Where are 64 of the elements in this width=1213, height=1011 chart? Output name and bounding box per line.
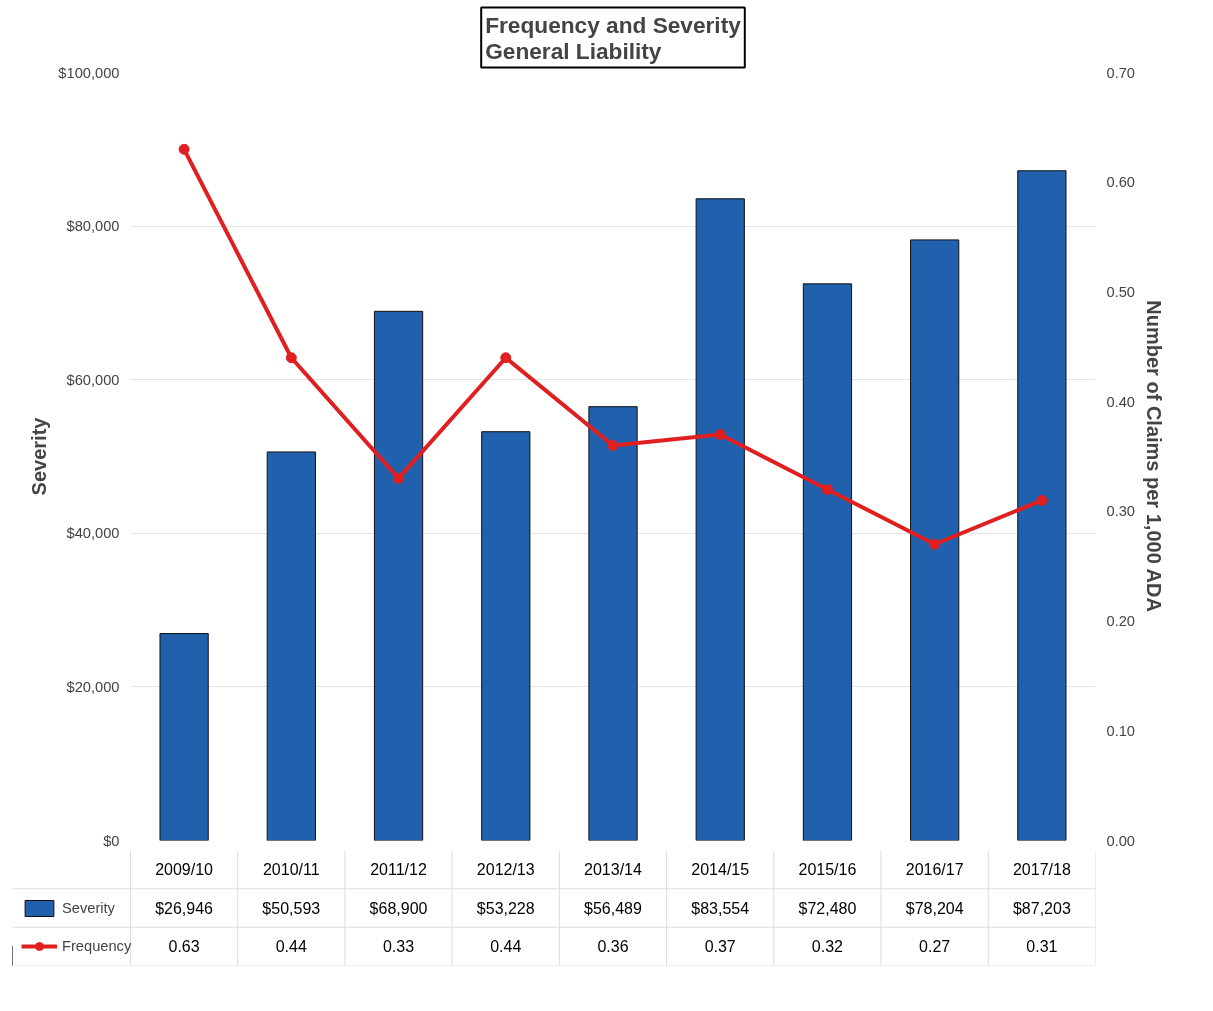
x-tick-label: 2012/13 [476,861,535,879]
data-label: 0.31 [1026,938,1058,956]
chart-title: Frequency and Severity General Liability [485,11,742,64]
y2-tick-label: 0.50 [1106,283,1136,300]
data-label: $56,489 [584,899,642,917]
x-tick-label: 2010/11 [262,861,320,879]
bar [373,310,424,841]
point [607,440,619,452]
bar [266,451,316,841]
legend-label: Frequency [62,937,132,956]
y-tick-label: $80,000 [66,218,120,235]
y2-tick-label: 0.10 [1106,722,1136,739]
x-tick-label: 2017/18 [1012,861,1071,879]
point [714,429,726,441]
y2-tick-label: 0.00 [1106,832,1136,849]
y2-tick-label: 0.20 [1106,613,1136,630]
data-label: $78,204 [905,899,964,917]
data-label: 0.27 [919,938,951,956]
bar [159,633,209,841]
y-tick-label: $60,000 [66,371,120,388]
data-label: $68,900 [369,899,428,917]
data-label: 0.63 [168,938,200,956]
y2-tick-label: 0.40 [1106,393,1136,410]
point [178,143,190,155]
y-tick-label: $100,000 [58,64,120,81]
data-label: $87,203 [1012,899,1071,917]
y2-tick-label: 0.70 [1106,64,1136,81]
x-tick-label: 2016/17 [905,861,964,879]
bar [1017,170,1067,841]
data-label: $50,593 [262,899,321,917]
data-label: $72,480 [798,899,857,917]
y-axis-title: Severity [28,416,51,496]
data-label: $53,228 [476,899,535,917]
data-label: 0.33 [382,938,415,956]
data-label: 0.36 [597,938,629,956]
y-tick-label: $40,000 [66,525,120,542]
bar [910,239,960,841]
bar [802,283,853,841]
point [1036,494,1048,506]
point [500,352,512,364]
bar [481,431,531,841]
legend-label: Severity [62,899,115,918]
y2-axis-title: Number of Claims per 1,000 ADA [1143,300,1166,612]
x-tick-label: 2015/16 [798,861,857,879]
y2-tick-label: 0.30 [1106,503,1136,520]
data-label: $83,554 [691,899,750,917]
x-tick-label: 2013/14 [584,861,642,879]
data-label: 0.37 [704,938,736,956]
data-label: 0.32 [811,938,844,956]
point [393,472,405,484]
x-tick-label: 2014/15 [691,861,750,879]
x-tick-label: 2009/10 [155,861,214,879]
data-label: 0.44 [490,938,522,956]
y-tick-label: $0 [103,832,120,849]
y2-tick-label: 0.60 [1106,174,1136,191]
data-label: 0.44 [275,938,307,956]
y-tick-label: $20,000 [66,678,120,695]
bar [588,406,638,841]
point [929,538,941,550]
point [285,352,297,364]
bar [695,198,745,841]
x-tick-label: 2011/12 [370,861,427,879]
point [821,483,833,495]
data-label: $26,946 [155,899,214,917]
